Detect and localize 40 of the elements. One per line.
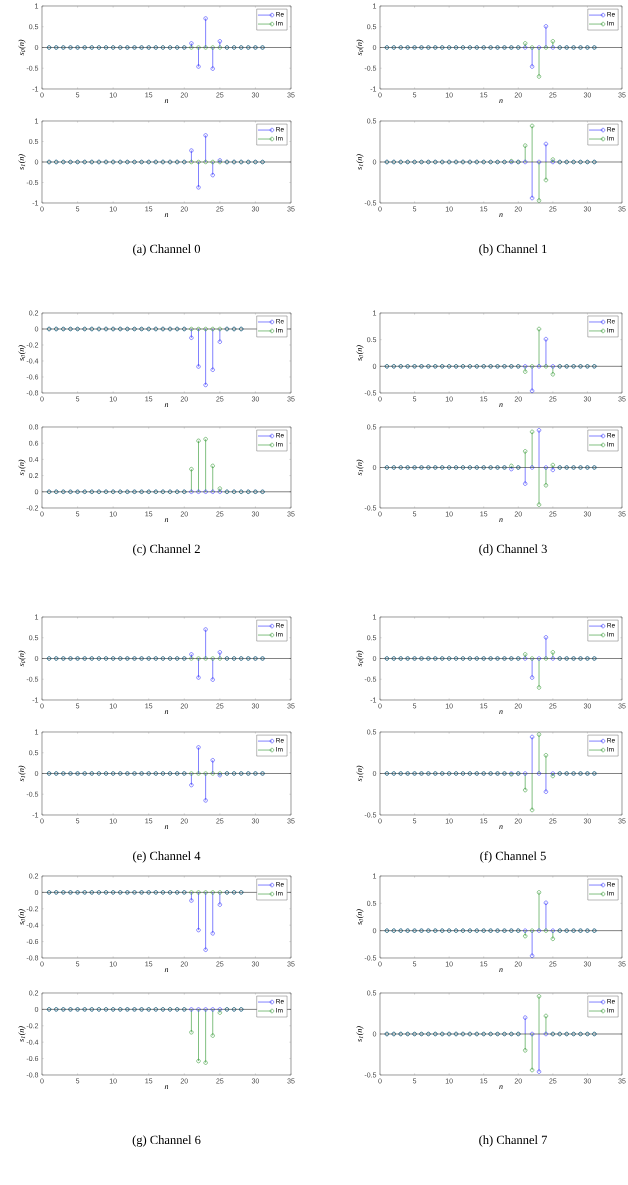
text: (c) Channel 2 bbox=[133, 544, 200, 556]
y-axis-title: s$_{1}$(n) bbox=[356, 1026, 364, 1042]
y-axis-title: s$_{0}$(n) bbox=[356, 909, 364, 925]
y-axis-title: s$_{1}$(n) bbox=[18, 765, 26, 782]
y-axis-title: s$_{0}$(n) bbox=[18, 909, 26, 925]
x-axis-title: n bbox=[164, 213, 169, 218]
text: (f) Channel 5 bbox=[480, 851, 546, 863]
y-axis-title: s$_{0}$(n) bbox=[356, 650, 364, 667]
x-axis-title: n bbox=[499, 213, 503, 218]
y-axis-title: s$_{0}$(n) bbox=[356, 39, 364, 56]
text: (h) Channel 7 bbox=[479, 1135, 548, 1147]
x-axis-title: n bbox=[499, 968, 503, 973]
x-axis-title: n bbox=[499, 1085, 503, 1090]
y-axis-title: s$_{1}$(n) bbox=[356, 765, 364, 782]
text: (a) Channel 0 bbox=[133, 244, 201, 256]
text: (g) Channel 6 bbox=[132, 1135, 201, 1147]
y-axis-title: s$_{0}$(n) bbox=[18, 650, 26, 667]
x-axis-title: n bbox=[499, 403, 503, 408]
y-axis-title: s$_{1}$(n) bbox=[18, 1026, 26, 1042]
y-axis-title: s$_{1}$(n) bbox=[356, 154, 364, 170]
x-axis-title: n bbox=[499, 825, 503, 830]
y-axis-title: s$_{1}$(n) bbox=[18, 154, 26, 170]
x-axis-title: n bbox=[164, 99, 169, 104]
x-axis-title: n bbox=[499, 710, 503, 715]
y-axis-title: s$_{0}$(n) bbox=[18, 345, 26, 361]
y-axis-title: s$_{0}$(n) bbox=[356, 345, 364, 361]
x-axis-title: n bbox=[164, 403, 169, 408]
x-axis-title: n bbox=[164, 968, 169, 973]
y-axis-title: s$_{1}$(n) bbox=[356, 459, 364, 476]
y-axis-title: s$_{0}$(n) bbox=[18, 39, 26, 56]
text: (e) Channel 4 bbox=[133, 851, 201, 863]
y-axis-title: s$_{1}$(n) bbox=[18, 459, 26, 476]
text: (d) Channel 3 bbox=[479, 544, 547, 556]
x-axis-title: n bbox=[164, 710, 169, 715]
x-axis-title: n bbox=[499, 99, 503, 104]
x-axis-title: n bbox=[499, 518, 503, 523]
x-axis-title: n bbox=[164, 825, 169, 830]
text: (b) Channel 1 bbox=[479, 244, 547, 256]
x-axis-title: n bbox=[164, 1085, 169, 1090]
x-axis-title: n bbox=[164, 518, 169, 523]
